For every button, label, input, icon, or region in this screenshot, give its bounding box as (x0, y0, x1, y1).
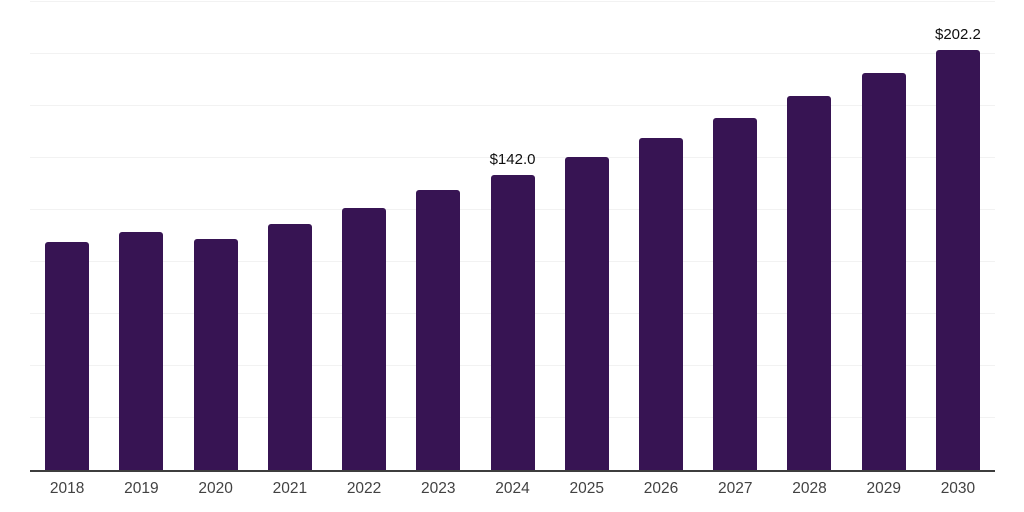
bar-2028 (787, 96, 832, 470)
bar-2020 (193, 239, 238, 470)
x-tick-label-2030: 2030 (940, 480, 976, 497)
gridline-225 (30, 1, 995, 3)
bar-2024 (490, 174, 535, 470)
x-tick-label-2020: 2020 (198, 480, 233, 497)
bar-slot-2019 (104, 0, 178, 470)
gridline-200 (30, 53, 995, 55)
x-tick-label-2023: 2023 (421, 480, 456, 497)
bar-2023 (416, 190, 461, 470)
bar-2021 (267, 223, 312, 470)
gridline-175 (30, 105, 995, 107)
bar-slot-2018 (30, 0, 104, 470)
data-label-2024: $142.0 (489, 150, 536, 168)
bar-slots: $142.0 $202.2 (30, 0, 995, 470)
bar-2025 (564, 156, 609, 470)
bar-slot-2024: $142.0 (475, 0, 549, 470)
bar-slot-2028 (772, 0, 846, 470)
bar-slot-2026 (624, 0, 698, 470)
x-tick-label-2026: 2026 (643, 480, 679, 497)
x-tick-label-2019: 2019 (124, 480, 159, 497)
plot-area: $142.0 $202.2 (30, 0, 995, 472)
bar-slot-2020 (178, 0, 252, 470)
bar-2018 (45, 241, 90, 470)
bar-slot-2023 (401, 0, 475, 470)
bar-2027 (713, 117, 758, 470)
bar-slot-2027 (698, 0, 772, 470)
bar-2019 (119, 231, 164, 470)
x-tick-label-2018: 2018 (49, 480, 85, 497)
bar-slot-2025 (550, 0, 624, 470)
x-tick-label-2025: 2025 (569, 480, 604, 497)
bar-slot-2030: $202.2 (921, 0, 995, 470)
bar-slot-2021 (253, 0, 327, 470)
x-tick-label-2028: 2028 (792, 480, 827, 497)
x-tick-label-2029: 2029 (866, 480, 901, 497)
x-tick-label-2024: 2024 (495, 480, 530, 497)
bar-slot-2022 (327, 0, 401, 470)
x-tick-label-2027: 2027 (717, 480, 753, 497)
x-tick-label-2021: 2021 (272, 480, 308, 497)
bar-2026 (638, 137, 683, 470)
x-tick-label-2022: 2022 (346, 480, 382, 497)
bar-2022 (342, 207, 387, 470)
gridline-150 (30, 157, 995, 159)
bar-2030 (935, 49, 980, 470)
data-label-2030: $202.2 (934, 25, 981, 43)
bar-slot-2029 (847, 0, 921, 470)
bar-2029 (861, 73, 906, 470)
x-axis: 2018 2019 2020 2021 2022 2023 2024 2025 2026 2027… (30, 480, 995, 498)
